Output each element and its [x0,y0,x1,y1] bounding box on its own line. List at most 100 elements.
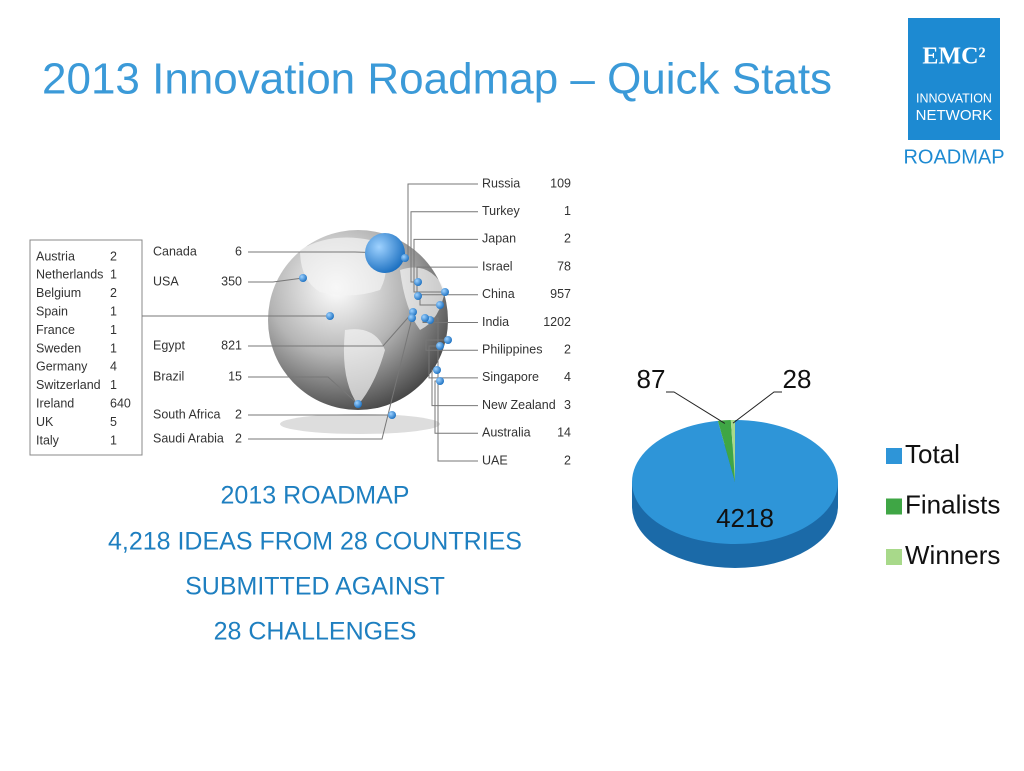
country-name: India [482,315,509,329]
data-label: 4218 [716,503,774,533]
country-name: Russia [482,176,520,190]
country-count: 2 [564,232,571,246]
logo-brand: EMC² [922,44,985,70]
summary-line: 28 CHALLENGES [214,618,417,646]
country-name: Ireland [36,396,74,410]
country-name: Belgium [36,286,81,300]
connector [428,345,478,379]
country-name: Singapore [482,370,539,384]
country-name: China [482,287,515,301]
legend-label: Winners [905,540,1000,570]
legend-swatch [886,549,902,565]
connector [248,277,304,283]
country-name: France [36,323,75,337]
country-name: Germany [36,360,88,374]
connector [425,339,478,351]
globe-dot [421,314,429,322]
logo-line: NETWORK [916,107,993,124]
globe-dot [409,308,417,316]
summary-line: 4,218 IDEAS FROM 28 COUNTRIES [108,528,522,556]
summary-line: SUBMITTED AGAINST [185,573,445,601]
summary-line: 2013 ROADMAP [221,482,410,510]
country-name: New Zealand [482,398,556,412]
country-count: 109 [550,176,571,190]
country-name: UAE [482,453,508,467]
globe-dot [354,400,362,408]
legend-label: Finalists [905,489,1000,519]
globe-dot [433,366,441,374]
country-count: 15 [228,369,242,383]
country-name: Brazil [153,369,184,383]
globe-dot [388,411,396,419]
logo-tag: ROADMAP [903,146,1004,168]
globe-dot [436,342,444,350]
country-count: 1 [110,268,117,282]
country-count: 1202 [543,315,571,329]
country-count: 2 [110,249,117,263]
country-count: 3 [564,398,571,412]
country-name: USA [153,274,179,288]
country-count: 350 [221,274,242,288]
country-count: 4 [564,370,571,384]
country-count: 6 [235,244,242,258]
country-count: 2 [564,453,571,467]
connector [431,369,478,407]
content: Austria 2 Netherlands 1 Belgium 2 Spain 1 France… [36,176,1000,570]
globe-shadow [280,414,440,434]
country-count: 4 [110,360,117,374]
globe-dot [436,301,444,309]
connector [248,317,413,440]
connector [405,183,478,259]
continents [300,237,445,405]
leader-line [732,391,782,424]
country-count: 1 [110,323,117,337]
globe-dot [444,336,452,344]
country-name: South Africa [153,407,220,421]
pie-slice [717,420,735,482]
data-label: 87 [637,364,666,394]
country-count: 1 [110,433,117,447]
globe-dot [299,274,307,282]
data-label: 28 [783,364,812,394]
country-name: Netherlands [36,268,103,282]
legend-swatch [886,498,902,515]
country-count: 5 [110,415,117,429]
connector [248,311,414,347]
connector [419,294,478,306]
country-name: Canada [153,244,197,258]
logo-line: INNOVATION [916,91,992,105]
globe-dot [414,278,422,286]
country-name: Egypt [153,338,185,352]
country-name: Israel [482,259,513,273]
country-name: Turkey [482,204,520,218]
europe-box [29,239,143,456]
slide-title: 2013 Innovation Roadmap – Quick Stats [42,55,832,104]
country-count: 78 [557,259,571,273]
pie-slice [730,420,735,482]
country-name: Japan [482,232,516,246]
country-count: 1 [110,341,117,355]
globe-dot [408,314,416,322]
country-name: Switzerland [36,378,101,392]
connector [434,380,478,434]
legend-swatch [886,448,902,464]
country-count: 2 [110,286,117,300]
country-count: 2 [235,431,242,445]
country-name: Philippines [482,342,542,356]
country-name: Australia [482,426,531,440]
globe-bubble [365,233,405,273]
country-name: Spain [36,304,68,318]
country-count: 2 [235,407,242,421]
country-count: 14 [557,426,571,440]
country-count: 1 [110,378,117,392]
globe-dot [401,254,409,262]
country-count: 1 [110,304,117,318]
country-name: UK [36,415,54,429]
country-name: Italy [36,433,60,447]
country-count: 640 [110,396,131,410]
country-name: Sweden [36,341,81,355]
legend-label: Total [905,439,960,469]
leader-line [666,391,726,424]
globe-dot [414,292,422,300]
